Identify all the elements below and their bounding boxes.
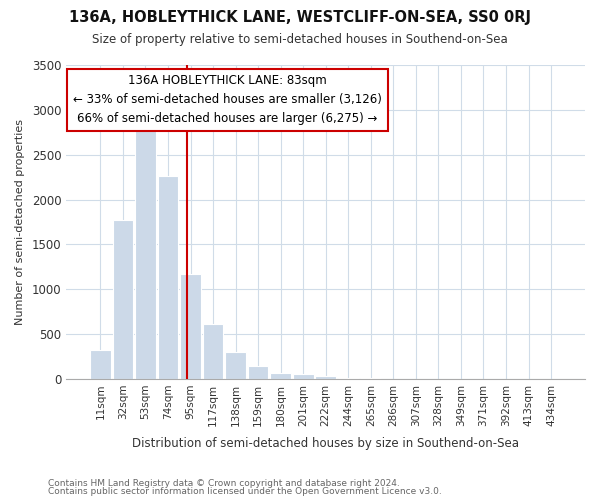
Text: Size of property relative to semi-detached houses in Southend-on-Sea: Size of property relative to semi-detach…: [92, 32, 508, 46]
Bar: [293, 374, 314, 379]
Bar: [113, 220, 133, 379]
Text: Contains public sector information licensed under the Open Government Licence v3: Contains public sector information licen…: [48, 487, 442, 496]
Text: Contains HM Land Registry data © Crown copyright and database right 2024.: Contains HM Land Registry data © Crown c…: [48, 478, 400, 488]
Bar: [316, 376, 336, 379]
Text: 136A HOBLEYTHICK LANE: 83sqm
← 33% of semi-detached houses are smaller (3,126)
6: 136A HOBLEYTHICK LANE: 83sqm ← 33% of se…: [73, 74, 382, 126]
Bar: [203, 324, 223, 379]
Bar: [90, 350, 111, 379]
Bar: [180, 274, 201, 379]
Bar: [225, 352, 246, 379]
X-axis label: Distribution of semi-detached houses by size in Southend-on-Sea: Distribution of semi-detached houses by …: [132, 437, 519, 450]
Text: 136A, HOBLEYTHICK LANE, WESTCLIFF-ON-SEA, SS0 0RJ: 136A, HOBLEYTHICK LANE, WESTCLIFF-ON-SEA…: [69, 10, 531, 25]
Bar: [248, 366, 268, 379]
Bar: [135, 114, 156, 379]
Bar: [158, 176, 178, 379]
Y-axis label: Number of semi-detached properties: Number of semi-detached properties: [15, 119, 25, 325]
Bar: [270, 372, 291, 379]
